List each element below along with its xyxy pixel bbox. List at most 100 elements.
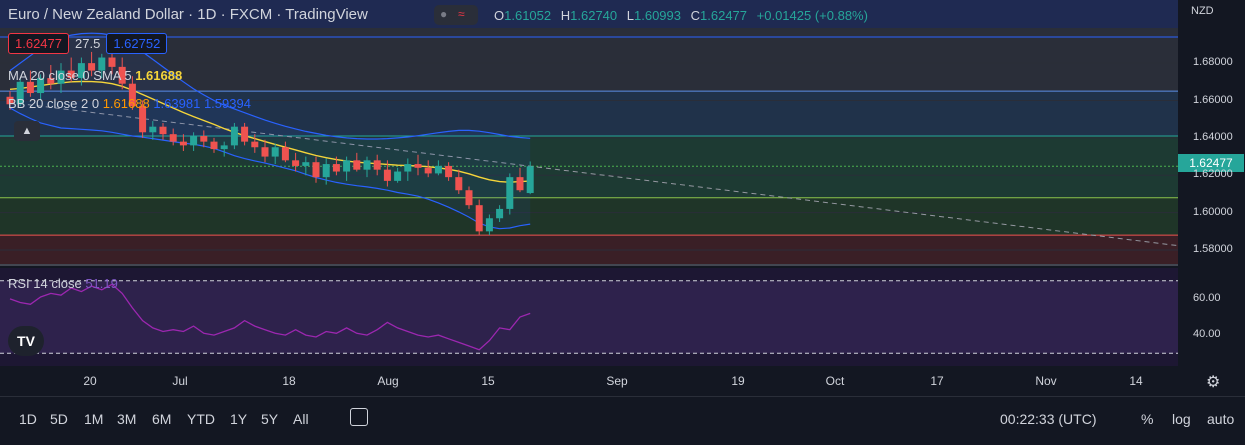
change-value: +0.01425 (+0.88%): [756, 8, 868, 23]
chevron-up-icon: ▲: [21, 125, 33, 137]
eye-icon[interactable]: ●: [440, 7, 448, 21]
candle-body: [526, 166, 534, 194]
timeframe-button[interactable]: 1D: [19, 411, 37, 427]
candle-body: [322, 164, 330, 178]
candle-body: [57, 70, 65, 84]
time-tick-label: 19: [731, 374, 745, 388]
candle-body: [434, 165, 442, 174]
log-toggle[interactable]: log: [1172, 411, 1191, 427]
rsi-legend[interactable]: RSI 14 close 51.19: [8, 276, 118, 291]
bb-lower-value: 1.59394: [203, 96, 251, 111]
band-lowgreen: [0, 197, 1178, 236]
candle-body: [190, 136, 198, 146]
candle-body: [26, 81, 34, 94]
price-tick-label: 1.64000: [1193, 130, 1233, 143]
sell-button[interactable]: 1.62477: [8, 33, 69, 54]
settings-gear-icon[interactable]: ⚙: [1206, 374, 1221, 391]
price-axis[interactable]: [1178, 0, 1245, 370]
candle-body: [241, 126, 249, 142]
auto-toggle[interactable]: auto: [1207, 411, 1235, 427]
rsi-tick-label: 60.00: [1193, 291, 1221, 304]
candle-body: [67, 70, 75, 79]
candle-body: [139, 106, 147, 133]
time-tick-label: 14: [1129, 374, 1143, 388]
price-tick-label: 1.62000: [1193, 168, 1233, 181]
candle-body: [506, 177, 514, 209]
timeframe-button[interactable]: All: [293, 411, 309, 427]
ma-value: 1.61688: [135, 68, 183, 83]
quote-row: 1.62477 27.5 1.62752: [8, 33, 168, 54]
candle-body: [383, 169, 391, 181]
candle-body: [394, 171, 402, 181]
timeframe-button[interactable]: YTD: [187, 411, 215, 427]
indicator-bubbles[interactable]: ● ≈: [434, 5, 478, 25]
candle-body: [169, 134, 177, 142]
candle-body: [343, 160, 351, 172]
timeframe-button[interactable]: 6M: [152, 411, 172, 427]
date-range-icon[interactable]: [350, 408, 368, 426]
ma-legend[interactable]: MA 20 close 0 SMA 5 1.61688: [8, 68, 183, 83]
time-tick-label: Nov: [1035, 374, 1057, 388]
collapse-legend-button[interactable]: ▲: [14, 121, 40, 141]
utc-clock[interactable]: 00:22:33 (UTC): [1000, 411, 1097, 427]
bb-upper-value: 1.63981: [153, 96, 201, 111]
candle-body: [118, 66, 126, 84]
candle-body: [445, 165, 453, 178]
low-value: 1.60993: [634, 8, 681, 23]
ma-line: [9, 80, 531, 183]
candle-body: [200, 136, 208, 142]
candle-body: [128, 83, 136, 107]
candle-body: [230, 126, 238, 146]
currency-label[interactable]: NZD: [1191, 5, 1214, 17]
candle-body: [373, 160, 381, 170]
candle-body: [414, 164, 422, 168]
candle-body: [516, 177, 524, 191]
timeframe-button[interactable]: 1Y: [230, 411, 248, 427]
candle-body: [88, 63, 96, 71]
candle-body: [363, 160, 371, 170]
price-tick-label: 1.60000: [1193, 205, 1233, 218]
bb-legend[interactable]: BB 20 close 2 0 1.61688 1.63981 1.59394: [8, 96, 251, 111]
time-tick-label: 20: [83, 374, 97, 388]
rsi-tick-label: 40.00: [1193, 328, 1221, 341]
bottom-toolbar: 1D 5D 1M 3M 6M YTD 1Y 5Y All 00:22:33 (UTC) % lo…: [0, 396, 1245, 445]
candle-body: [332, 164, 340, 172]
tradingview-logo[interactable]: TV: [8, 326, 44, 356]
timeframe-button[interactable]: 3M: [117, 411, 137, 427]
time-tick-label: Oct: [825, 374, 845, 388]
close-value: 1.62477: [700, 8, 748, 23]
percent-toggle[interactable]: %: [1141, 411, 1154, 427]
candle-body: [179, 141, 187, 146]
candle-body: [37, 78, 45, 94]
time-tick-label: 18: [282, 374, 296, 388]
time-tick-label: Aug: [377, 374, 399, 388]
high-value: 1.62740: [570, 8, 618, 23]
rsi-value: 51.19: [85, 276, 118, 291]
candle-body: [292, 160, 300, 166]
buy-button[interactable]: 1.62752: [106, 33, 168, 54]
last-price-tag: 1.62477: [1178, 154, 1244, 172]
timeframe-button[interactable]: 1M: [84, 411, 104, 427]
bb-basis-value: 1.61688: [102, 96, 150, 111]
band-top: [0, 0, 1178, 28]
candle-body: [271, 147, 279, 157]
timeframe-button[interactable]: 5Y: [261, 411, 279, 427]
candle-body: [302, 162, 310, 166]
candle-body: [251, 141, 259, 148]
candle-body: [77, 63, 85, 79]
candle-body: [159, 126, 167, 135]
spread-value: 27.5: [75, 36, 101, 51]
timeframe-button[interactable]: 5D: [50, 411, 68, 427]
open-value: 1.61052: [504, 8, 552, 23]
time-tick-label: 17: [930, 374, 944, 388]
candle-body: [496, 208, 504, 219]
candle-body: [485, 218, 493, 232]
bb-upper-line: [9, 32, 531, 140]
price-tick-label: 1.66000: [1193, 93, 1233, 106]
wave-icon[interactable]: ≈: [458, 7, 465, 21]
candle-body: [424, 167, 432, 174]
candle-body: [312, 162, 320, 178]
time-tick-label: 15: [481, 374, 495, 388]
price-chart[interactable]: [0, 0, 1178, 370]
candle-body: [108, 57, 116, 67]
